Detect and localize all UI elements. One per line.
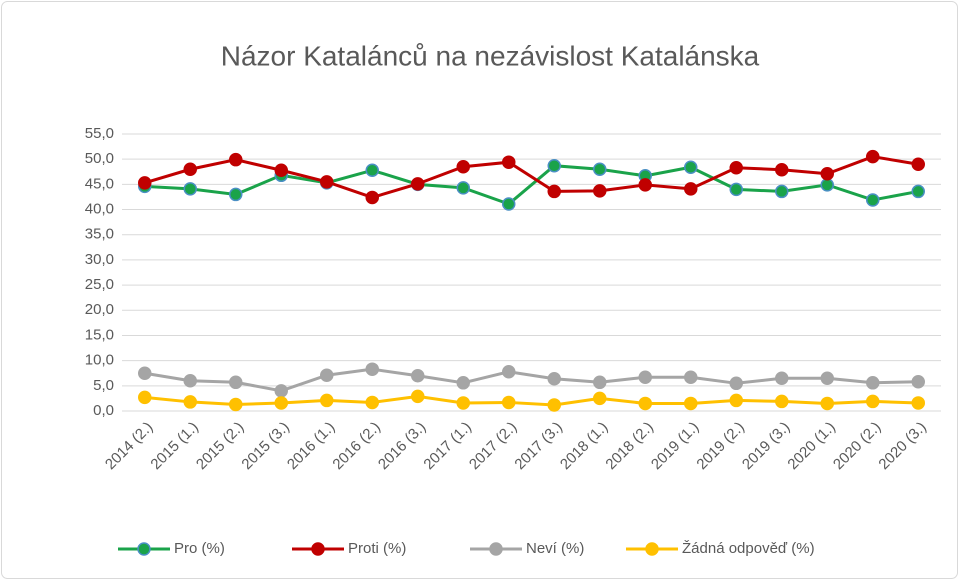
point: [729, 376, 743, 391]
y-tick-label: 25,0: [85, 276, 114, 293]
point: [365, 190, 379, 205]
point: [365, 362, 379, 376]
point: [320, 368, 334, 382]
point: [411, 177, 425, 191]
point: [547, 158, 561, 173]
point: [320, 393, 334, 408]
point: [456, 376, 470, 390]
series-line: [144, 367, 919, 393]
point: [638, 396, 652, 411]
point: [820, 396, 834, 411]
point: [229, 187, 243, 202]
point: [729, 182, 743, 197]
legend-label: Proti (%): [348, 540, 406, 557]
point: [866, 376, 880, 390]
point: [365, 163, 379, 178]
point: [593, 375, 607, 390]
point: [547, 398, 561, 412]
point: [183, 395, 197, 409]
point: [274, 384, 288, 398]
point: [911, 375, 925, 389]
point: [229, 152, 243, 167]
point: [866, 149, 880, 164]
y-tick-label: 50,0: [85, 150, 114, 167]
point: [502, 155, 516, 169]
point: [502, 364, 516, 379]
point: [684, 396, 698, 411]
series-line: [144, 155, 919, 200]
point: [911, 396, 925, 410]
point: [593, 162, 607, 177]
legend-label: Žádná odpověď (%): [682, 540, 815, 557]
point: [729, 393, 743, 408]
point: [274, 163, 288, 178]
legend-marker: [645, 542, 659, 556]
y-tick-label: 15,0: [85, 326, 114, 343]
point: [684, 370, 698, 385]
point: [911, 157, 925, 171]
point: [911, 184, 925, 199]
point: [638, 370, 652, 385]
point: [365, 395, 379, 410]
point: [547, 372, 561, 386]
y-tick-label: 20,0: [85, 301, 114, 318]
point: [411, 368, 425, 383]
y-tick-label: 40,0: [85, 201, 114, 218]
point: [866, 394, 880, 409]
point: [320, 175, 334, 189]
legend-marker: [489, 542, 503, 556]
point: [183, 162, 197, 177]
y-tick-label: 10,0: [85, 352, 114, 369]
point: [775, 394, 789, 409]
point: [411, 389, 425, 404]
point: [593, 391, 607, 406]
point: [229, 397, 243, 412]
point: [502, 395, 516, 410]
point: [775, 371, 789, 386]
y-tick-label: 45,0: [85, 175, 114, 192]
y-tick-label: 0,0: [93, 402, 114, 419]
point: [638, 178, 652, 192]
legend-label: Pro (%): [174, 540, 225, 557]
legend-marker: [311, 542, 325, 556]
point: [138, 366, 152, 380]
point: [684, 182, 698, 196]
series-line: [144, 164, 919, 206]
point: [138, 390, 152, 405]
point: [593, 184, 607, 198]
point: [456, 159, 470, 174]
point: [820, 371, 834, 386]
legend-marker: [137, 542, 151, 556]
point: [456, 181, 470, 195]
y-tick-label: 5,0: [93, 377, 114, 394]
y-tick-label: 35,0: [85, 226, 114, 243]
point: [274, 396, 288, 410]
chart-title: Názor Katalánců na nezávislost Katalánsk…: [221, 40, 760, 71]
point: [775, 163, 789, 177]
point: [820, 178, 834, 192]
point: [775, 184, 789, 199]
series-line: [144, 394, 919, 407]
point: [183, 182, 197, 196]
y-tick-label: 30,0: [85, 251, 114, 268]
point: [729, 160, 743, 175]
point: [547, 184, 561, 199]
point: [820, 167, 834, 181]
point: [456, 396, 470, 410]
point: [183, 374, 197, 388]
point: [502, 197, 516, 211]
point: [684, 160, 698, 174]
legend-label: Neví (%): [526, 540, 584, 557]
point: [229, 375, 243, 390]
y-tick-label: 55,0: [85, 125, 114, 142]
point: [138, 176, 152, 190]
point: [866, 193, 880, 207]
